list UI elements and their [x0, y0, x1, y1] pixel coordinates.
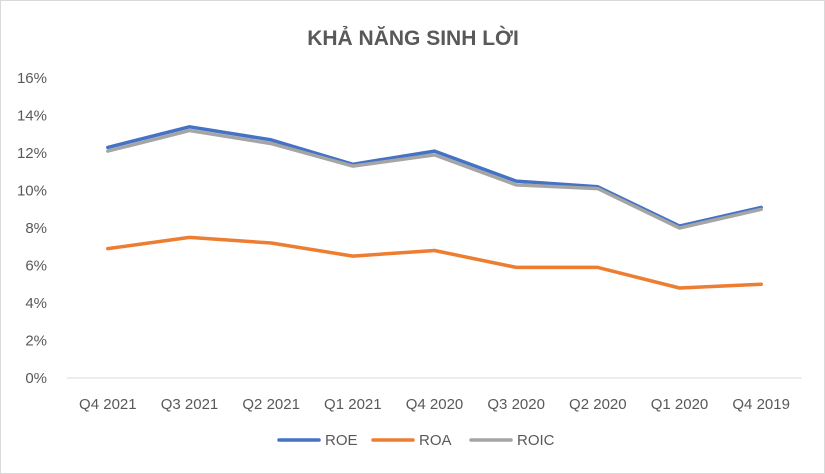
y-tick-label: 8% [25, 220, 47, 237]
x-tick-label: Q4 2020 [406, 396, 464, 413]
y-tick-label: 10% [17, 183, 47, 200]
y-tick-label: 14% [17, 108, 47, 125]
x-tick-label: Q2 2021 [242, 396, 300, 413]
legend-label-roa: ROA [419, 432, 452, 449]
legend: ROE ROA ROIC [277, 432, 555, 449]
y-tick-label: 4% [25, 295, 47, 312]
x-tick-label: Q1 2020 [651, 396, 709, 413]
series-line-roic [106, 128, 763, 230]
x-axis: Q4 2021 Q3 2021 Q2 2021 Q1 2021 Q4 2020 Q3 20… [79, 396, 790, 413]
chart-title: KHẢ NĂNG SINH LỜI [307, 26, 519, 50]
series-lines [106, 125, 763, 290]
x-tick-label: Q4 2019 [732, 396, 790, 413]
x-tick-label: Q2 2020 [569, 396, 627, 413]
legend-label-roic: ROIC [517, 432, 555, 449]
y-tick-label: 12% [17, 145, 47, 162]
series-line-roa [106, 235, 763, 290]
x-tick-label: Q1 2021 [324, 396, 382, 413]
y-tick-label: 2% [25, 333, 47, 350]
x-tick-label: Q3 2020 [487, 396, 545, 413]
y-tick-label: 6% [25, 258, 47, 275]
legend-label-roe: ROE [325, 432, 358, 449]
y-axis: 0% 2% 4% 6% 8% 10% 12% 14% 16% [17, 70, 47, 387]
y-tick-label: 16% [17, 70, 47, 87]
x-tick-label: Q4 2021 [79, 396, 137, 413]
x-tick-label: Q3 2021 [161, 396, 219, 413]
y-tick-label: 0% [25, 370, 47, 387]
series-line-roe [106, 125, 763, 228]
